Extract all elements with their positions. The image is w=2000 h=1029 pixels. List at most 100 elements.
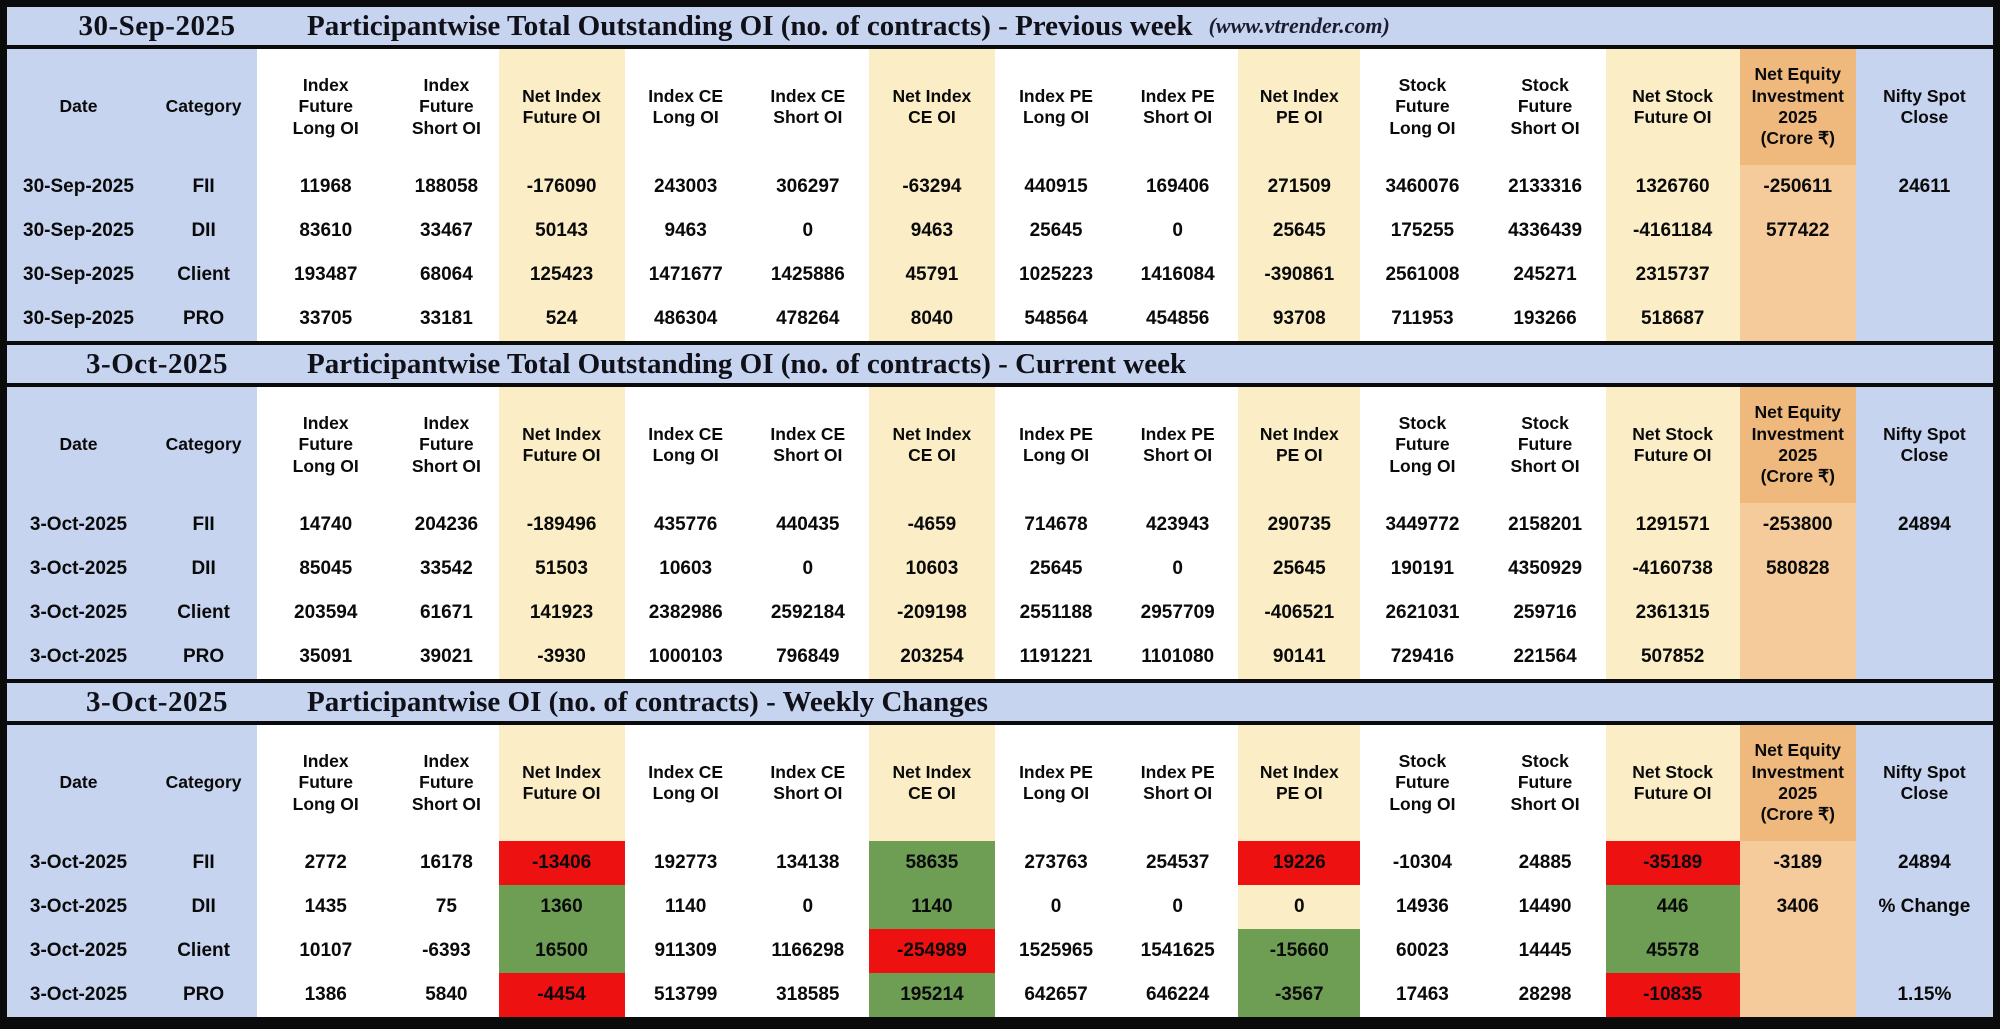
oi-cell-index-pe-long-oi: 1191221 [994, 635, 1118, 679]
column-header-index-pe-short-oi: Index PE Short OI [1117, 49, 1239, 165]
oi-cell-index-pe-short-oi: 646224 [1117, 973, 1239, 1017]
column-header-index-future-short-oi: Index Future Short OI [394, 725, 499, 841]
date-cell: 3-Oct-2025 [7, 591, 150, 635]
oi-cell-nifty-spot-close [1855, 209, 1993, 253]
oi-cell-net-equity-investment: 577422 [1739, 209, 1856, 253]
oi-cell-net-equity-investment: -250611 [1739, 165, 1856, 209]
oi-cell-index-ce-long-oi: 486304 [624, 297, 747, 341]
oi-cell-index-ce-short-oi: 1166298 [746, 929, 869, 973]
oi-cell-net-index-future-oi: -4454 [498, 973, 625, 1017]
oi-cell-index-pe-long-oi: 25645 [994, 209, 1118, 253]
oi-cell-nifty-spot-close: 24611 [1855, 165, 1993, 209]
date-cell: 30-Sep-2025 [7, 165, 150, 209]
oi-cell-index-pe-long-oi: 25645 [994, 547, 1118, 591]
oi-cell-net-index-ce-oi: 195214 [868, 973, 995, 1017]
column-header-stock-future-long-oi: Stock Future Long OI [1360, 49, 1485, 165]
column-header-net-stock-future-oi: Net Stock Future OI [1605, 387, 1740, 503]
column-header-row: Date Category Index Future Long OI Index Fu… [7, 49, 1993, 165]
oi-cell-stock-future-long-oi: 60023 [1360, 929, 1485, 973]
category-cell: Client [149, 253, 258, 297]
category-cell: FII [149, 841, 258, 885]
column-header-category: Category [149, 725, 258, 841]
oi-cell-net-stock-future-oi: 1291571 [1605, 503, 1740, 547]
table-row-pro: 3-Oct-2025 PRO 35091 39021 -3930 1000103 79684… [7, 635, 1993, 679]
oi-cell-net-index-ce-oi: 8040 [868, 297, 995, 341]
titlebar-date: 3-Oct-2025 [86, 685, 228, 718]
oi-cell-index-ce-long-oi: 1000103 [624, 635, 747, 679]
oi-cell-net-index-future-oi: 1360 [498, 885, 625, 929]
oi-cell-net-equity-investment [1739, 253, 1856, 297]
oi-cell-index-future-short-oi: 204236 [394, 503, 499, 547]
oi-cell-net-index-ce-oi: 45791 [868, 253, 995, 297]
oi-cell-index-pe-short-oi: 0 [1117, 547, 1239, 591]
column-header-row: Date Category Index Future Long OI Index Fu… [7, 387, 1993, 503]
column-header-index-ce-short-oi: Index CE Short OI [746, 49, 869, 165]
date-cell: 3-Oct-2025 [7, 635, 150, 679]
oi-cell-net-index-pe-oi: 271509 [1238, 165, 1361, 209]
column-header-net-index-pe-oi: Net Index PE OI [1238, 49, 1361, 165]
oi-cell-stock-future-short-oi: 2158201 [1484, 503, 1606, 547]
oi-cell-index-ce-long-oi: 435776 [624, 503, 747, 547]
oi-cell-nifty-spot-close: % Change [1855, 885, 1993, 929]
column-header-stock-future-short-oi: Stock Future Short OI [1484, 725, 1606, 841]
oi-cell-nifty-spot-close [1855, 635, 1993, 679]
oi-cell-index-ce-long-oi: 243003 [624, 165, 747, 209]
column-header-nifty-spot-close: Nifty Spot Close [1855, 725, 1993, 841]
table-row-pro: 3-Oct-2025 PRO 1386 5840 -4454 513799 318585 19… [7, 973, 1993, 1017]
oi-cell-index-pe-short-oi: 1101080 [1117, 635, 1239, 679]
column-header-net-index-ce-oi: Net Index CE OI [868, 387, 995, 503]
oi-cell-index-future-long-oi: 83610 [257, 209, 395, 253]
oi-cell-net-index-future-oi: -13406 [498, 841, 625, 885]
oi-cell-index-ce-short-oi: 1425886 [746, 253, 869, 297]
date-cell: 3-Oct-2025 [7, 929, 150, 973]
oi-cell-net-index-future-oi: 16500 [498, 929, 625, 973]
oi-cell-index-future-long-oi: 193487 [257, 253, 395, 297]
date-cell: 3-Oct-2025 [7, 973, 150, 1017]
oi-cell-stock-future-long-oi: 711953 [1360, 297, 1485, 341]
column-header-row: Date Category Index Future Long OI Index Fu… [7, 725, 1993, 841]
oi-cell-index-future-short-oi: 33181 [394, 297, 499, 341]
column-header-index-future-long-oi: Index Future Long OI [257, 49, 395, 165]
oi-cell-index-ce-short-oi: 0 [746, 547, 869, 591]
table-row-dii: 3-Oct-2025 DII 1435 75 1360 1140 0 1140 0 0 0 14936… [7, 885, 1993, 929]
oi-cell-index-pe-short-oi: 2957709 [1117, 591, 1239, 635]
oi-cell-stock-future-long-oi: 14936 [1360, 885, 1485, 929]
oi-cell-net-index-pe-oi: -406521 [1238, 591, 1361, 635]
oi-cell-index-pe-short-oi: 0 [1117, 209, 1239, 253]
column-header-net-index-ce-oi: Net Index CE OI [868, 725, 995, 841]
table-row-fii: 3-Oct-2025 FII 2772 16178 -13406 192773 134138… [7, 841, 1993, 885]
oi-cell-index-future-long-oi: 2772 [257, 841, 395, 885]
oi-cell-index-pe-short-oi: 169406 [1117, 165, 1239, 209]
oi-cell-index-pe-long-oi: 1025223 [994, 253, 1118, 297]
oi-cell-index-future-long-oi: 14740 [257, 503, 395, 547]
oi-cell-stock-future-long-oi: 2621031 [1360, 591, 1485, 635]
oi-cell-index-future-long-oi: 85045 [257, 547, 395, 591]
oi-cell-index-future-long-oi: 11968 [257, 165, 395, 209]
oi-cell-net-equity-investment [1739, 929, 1856, 973]
oi-cell-index-pe-long-oi: 548564 [994, 297, 1118, 341]
oi-cell-net-equity-investment: 580828 [1739, 547, 1856, 591]
category-cell: Client [149, 929, 258, 973]
column-header-net-stock-future-oi: Net Stock Future OI [1605, 49, 1740, 165]
oi-cell-index-pe-long-oi: 273763 [994, 841, 1118, 885]
titlebar-date: 30-Sep-2025 [78, 9, 236, 42]
oi-cell-stock-future-long-oi: 3460076 [1360, 165, 1485, 209]
oi-cell-nifty-spot-close [1855, 929, 1993, 973]
oi-table-current-week: Date Category Index Future Long OI Index Fu… [7, 387, 1993, 679]
oi-cell-index-ce-short-oi: 2592184 [746, 591, 869, 635]
oi-cell-net-stock-future-oi: 1326760 [1605, 165, 1740, 209]
oi-table-previous-week: Date Category Index Future Long OI Index Fu… [7, 49, 1993, 341]
oi-cell-net-equity-investment: -3189 [1739, 841, 1856, 885]
oi-cell-stock-future-short-oi: 4336439 [1484, 209, 1606, 253]
column-header-nifty-spot-close: Nifty Spot Close [1855, 49, 1993, 165]
column-header-index-future-short-oi: Index Future Short OI [394, 49, 499, 165]
column-header-date: Date [7, 387, 150, 503]
oi-cell-stock-future-short-oi: 14490 [1484, 885, 1606, 929]
date-cell: 3-Oct-2025 [7, 841, 150, 885]
date-cell: 30-Sep-2025 [7, 297, 150, 341]
section-previous-week: 30-Sep-2025 Participantwise Total Outsta… [7, 3, 1993, 341]
table-row-client: 3-Oct-2025 Client 10107 -6393 16500 911309 116… [7, 929, 1993, 973]
column-header-index-ce-short-oi: Index CE Short OI [746, 725, 869, 841]
oi-cell-net-index-ce-oi: 9463 [868, 209, 995, 253]
